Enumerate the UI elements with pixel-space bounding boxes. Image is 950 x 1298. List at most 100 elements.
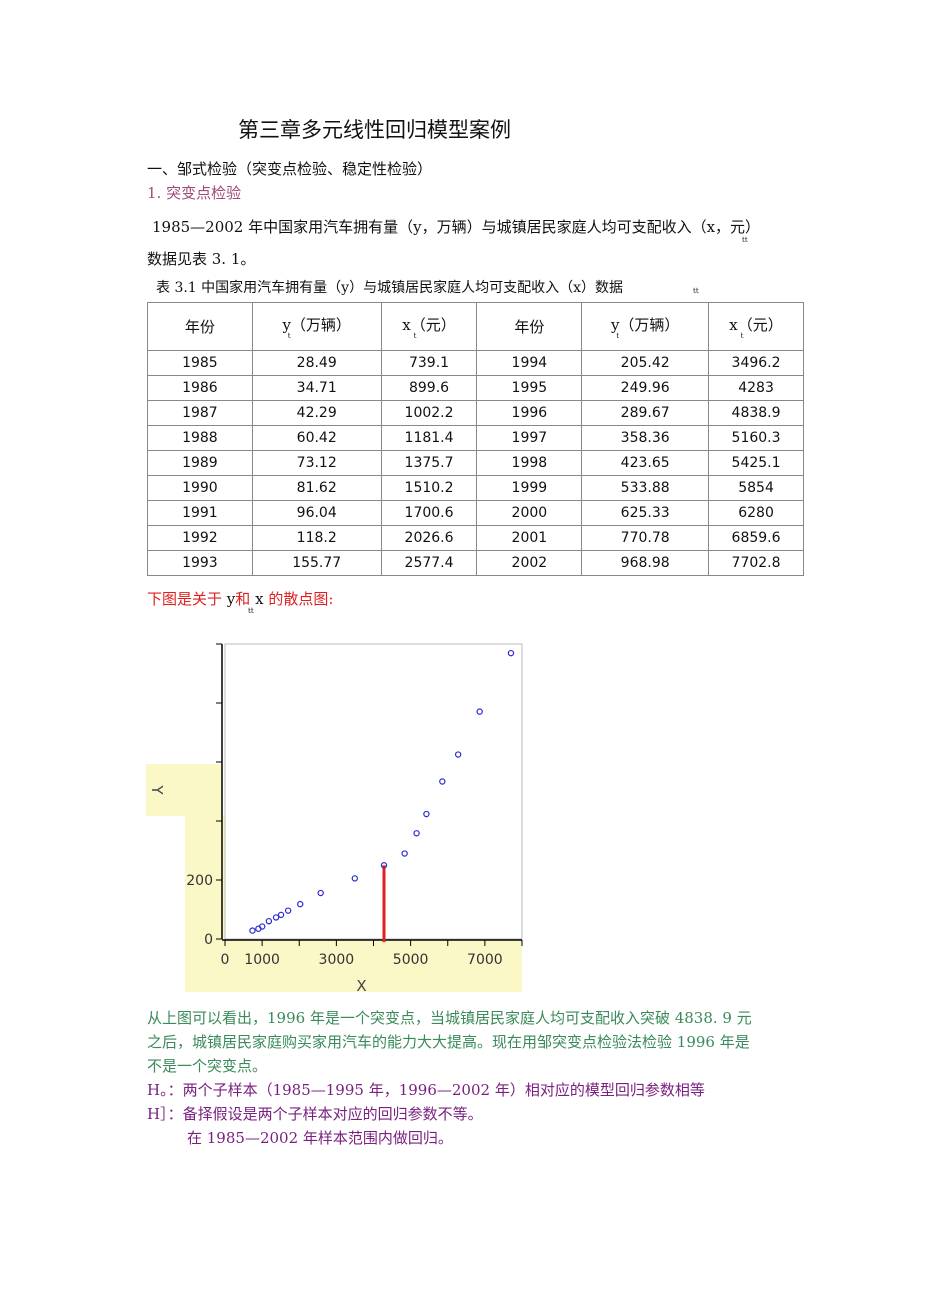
- table-cell: 770.78: [581, 525, 710, 551]
- table-cell: 2000: [476, 500, 583, 526]
- intro-subscript: tt: [742, 236, 748, 244]
- data-point: [317, 889, 324, 897]
- table-cell: 533.88: [581, 475, 710, 501]
- x-tick-label: 7000: [467, 952, 503, 968]
- column-header-subscript: t: [740, 331, 744, 340]
- table-row: 1987 42.29 1002.2 1996 289.67 4838.9: [147, 400, 804, 426]
- table-cell: 1990: [147, 475, 253, 501]
- column-header-label: x（元）: [402, 315, 456, 334]
- data-point: [380, 862, 388, 869]
- table-row: 1993 155.77 2577.4 2002 968.98 7702.8: [147, 550, 804, 576]
- table-cell: 3496.2: [708, 350, 804, 376]
- column-header: x（元） t: [380, 302, 478, 351]
- table-cell: 358.36: [581, 425, 710, 451]
- table-cell: 1999: [476, 475, 583, 501]
- data-point: [297, 900, 304, 908]
- table-cell: 1995: [476, 375, 583, 401]
- table-cell: 2026.6: [380, 525, 478, 551]
- x-axis-label: X: [356, 977, 366, 995]
- table-cell: 2001: [476, 525, 583, 551]
- table-cell: 968.98: [581, 550, 710, 576]
- table-cell: 96.04: [251, 500, 382, 526]
- table-header-row: 年份 y（万辆） t x（元） t 年份 y（万辆） t x（元） t: [147, 302, 804, 351]
- table-cell: 5854: [708, 475, 804, 501]
- table-cell: 2577.4: [380, 550, 478, 576]
- chart-intro-end: 的散点图:: [268, 590, 334, 608]
- table-cell: 1993: [147, 550, 253, 576]
- table-cell: 4283: [708, 375, 804, 401]
- table-cell: 5425.1: [708, 450, 804, 476]
- chart-intro-subscript: tt: [248, 607, 254, 615]
- data-table: 年份 y（万辆） t x（元） t 年份 y（万辆） t x（元） t 1985 28.49 739.1…: [147, 302, 804, 576]
- column-header-label: y（万辆）: [282, 315, 351, 334]
- table-row: 1986 34.71 899.6 1995 249.96 4283: [147, 375, 804, 401]
- table-cell: 1988: [147, 425, 253, 451]
- table-cell: 205.42: [581, 350, 710, 376]
- table-cell: 1986: [147, 375, 253, 401]
- x-tick-label: 5000: [393, 952, 429, 968]
- column-header-label: 年份: [514, 318, 545, 336]
- data-point: [423, 810, 430, 818]
- data-point: [277, 911, 285, 919]
- paragraph-line-2: 之后，城镇居民家庭购买家用汽车的能力大大提高。现在用邹突变点检验法检验 1996…: [147, 1033, 750, 1051]
- table-cell: 1996: [476, 400, 583, 426]
- table-cell: 1700.6: [380, 500, 478, 526]
- table-row: 1991 96.04 1700.6 2000 625.33 6280: [147, 500, 804, 526]
- paragraph-line-3: 不是一个突变点。: [147, 1057, 268, 1075]
- data-point: [284, 907, 292, 914]
- data-point: [272, 914, 280, 921]
- data-point: [454, 751, 462, 758]
- table-cell: 1181.4: [380, 425, 478, 451]
- column-header: y（万辆） t: [251, 302, 382, 351]
- data-point: [259, 923, 266, 930]
- table-cell: 1985: [147, 350, 253, 376]
- paragraph-line-1: 从上图可以看出，1996 年是一个突变点，当城镇居民家庭人均可支配收入突破 48…: [147, 1009, 752, 1027]
- table-cell: 289.67: [581, 400, 710, 426]
- table-row: 1988 60.42 1181.4 1997 358.36 5160.3: [147, 425, 804, 451]
- table-cell: 1002.2: [380, 400, 478, 426]
- table-caption: 表 3.1 中国家用汽车拥有量（y）与城镇居民家庭人均可支配收入（x）数据: [156, 280, 623, 296]
- table-row: 1992 118.2 2026.6 2001 770.78 6859.6: [147, 525, 804, 551]
- chart-intro-x: x: [255, 590, 264, 608]
- table-cell: 5160.3: [708, 425, 804, 451]
- table-cell: 73.12: [251, 450, 382, 476]
- table-cell: 2002: [476, 550, 583, 576]
- table-cell: 249.96: [581, 375, 710, 401]
- intro-line-1: 1985—2002 年中国家用汽车拥有量（y，万辆）与城镇居民家庭人均可支配收入…: [152, 218, 761, 236]
- chart-intro-and: 和: [235, 590, 251, 608]
- intro-line-2: 数据见表 3. 1。: [147, 250, 256, 268]
- alternative-hypothesis: H］：备择假设是两个子样本对应的回归参数不等。: [147, 1105, 483, 1123]
- data-point: [476, 708, 483, 715]
- column-header: 年份: [147, 302, 253, 351]
- x-tick-label: 0: [221, 952, 230, 968]
- table-cell: 1989: [147, 450, 253, 476]
- regression-note: 在 1985—2002 年样本范围内做回归。: [187, 1129, 453, 1147]
- y-tick-label: 0: [204, 932, 213, 948]
- table-cell: 6859.6: [708, 525, 804, 551]
- column-header-label: y（万辆）: [610, 315, 680, 334]
- page-title: 第三章多元线性回归模型案例: [238, 118, 511, 142]
- table-cell: 4838.9: [708, 400, 804, 426]
- chart-intro-text: 下图是关于: [147, 590, 227, 608]
- table-row: 1990 81.62 1510.2 1999 533.88 5854: [147, 475, 804, 501]
- null-hypothesis: H。：两个子样本（1985—1995 年，1996—2002 年）相对应的模型回…: [147, 1081, 705, 1099]
- table-cell: 625.33: [581, 500, 710, 526]
- y-tick-label: 200: [186, 873, 213, 889]
- table-cell: 28.49: [251, 350, 382, 376]
- table-caption-subscript: tt: [693, 287, 699, 295]
- column-header: y（万辆） t: [581, 302, 710, 351]
- table-cell: 899.6: [380, 375, 478, 401]
- column-header-subscript: t: [287, 331, 291, 340]
- table-cell: 34.71: [251, 375, 382, 401]
- data-point: [249, 927, 256, 934]
- table-cell: 1994: [476, 350, 583, 376]
- column-header: x（元） t: [708, 302, 804, 351]
- chart-intro-y: y: [226, 590, 236, 608]
- table-cell: 118.2: [251, 525, 382, 551]
- data-point: [439, 778, 446, 785]
- column-header: 年份: [476, 302, 583, 351]
- column-header-subscript: t: [616, 331, 620, 340]
- table-cell: 1992: [147, 525, 253, 551]
- table-cell: 423.65: [581, 450, 710, 476]
